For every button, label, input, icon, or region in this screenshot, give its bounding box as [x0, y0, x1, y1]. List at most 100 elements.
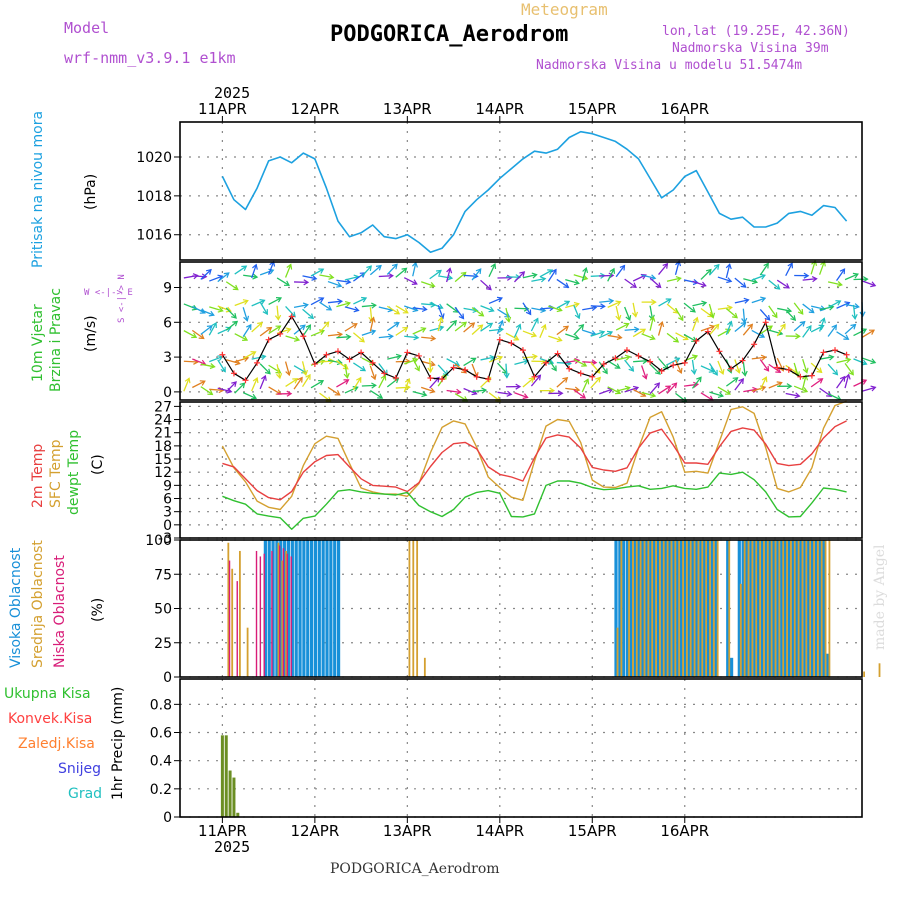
wind-arrow: [700, 325, 715, 332]
wind-arrowhead: [412, 357, 419, 364]
wind-arrow: [674, 307, 684, 321]
wind-arrow: [522, 302, 532, 315]
wind-arrow: [861, 357, 876, 364]
panel-frame: [179, 539, 863, 678]
wind-arrow: [522, 274, 537, 279]
high-cloud-bar: [710, 540, 714, 677]
wind-arrow: [607, 360, 621, 369]
wind-arrowhead: [691, 354, 699, 361]
wind-arrowhead: [437, 316, 444, 323]
mid-cloud-bar: [751, 540, 754, 677]
wind-arrowhead: [676, 367, 683, 374]
day-label-bottom: 16APR: [660, 822, 709, 840]
wind-arrow: [836, 268, 846, 282]
wind-arrowhead: [732, 377, 739, 383]
high-cloud-bar: [321, 540, 325, 677]
wind-arrow: [802, 303, 815, 314]
wind-arrow: [395, 305, 409, 314]
wind-arrow: [658, 357, 669, 370]
y-tick-label: 100: [145, 533, 172, 549]
mid-cloud-bar: [620, 540, 623, 677]
mid-cloud-bar: [412, 540, 415, 677]
wind-arrow: [285, 305, 296, 318]
wind-arrow: [429, 357, 432, 373]
wind-arrowhead: [808, 307, 815, 314]
model-elevation-text: Nadmorska Visina u modelu 51.5474m: [536, 58, 803, 73]
wind-arrowhead: [802, 387, 809, 393]
mid-cloud-bar: [782, 540, 785, 677]
wind-arrowhead: [741, 317, 748, 324]
wind-gust-marker: [612, 355, 619, 362]
bottom-station: PODGORICA_Aerodrom: [330, 861, 500, 877]
wind-arrowhead: [478, 310, 485, 317]
y-tick-label: 0.8: [150, 697, 172, 713]
wind-arrowhead: [786, 383, 793, 390]
precip-axis-label: 1hr Precip (mm): [110, 686, 126, 800]
wind-arrow: [412, 390, 427, 396]
wind-gust-marker: [311, 361, 318, 368]
wind-arrow: [853, 379, 867, 387]
wind-arrowhead: [771, 312, 778, 319]
wind-arrowhead: [252, 377, 259, 384]
wind-arrow: [717, 386, 731, 395]
wind-gust-marker: [577, 370, 584, 377]
high-cloud-bar: [298, 540, 302, 677]
high-cloud-bar: [668, 540, 672, 677]
wind-gust-marker: [832, 347, 839, 354]
wind-gust-marker: [254, 359, 261, 366]
wind-arrowhead: [421, 305, 428, 313]
wind-arrowhead: [211, 321, 217, 329]
wind-arrowhead: [297, 376, 303, 383]
wind-gust-marker: [300, 333, 307, 340]
wind-arrow: [861, 280, 876, 287]
wind-arrow: [268, 261, 275, 275]
mid-cloud-bar: [801, 540, 804, 677]
wind-arrow: [378, 275, 393, 278]
wind-arrowhead: [649, 315, 656, 322]
high-cloud-bar: [275, 540, 279, 677]
wind-arrowhead: [818, 324, 825, 331]
wind-arrow: [657, 321, 663, 336]
wind-arrow: [836, 376, 846, 389]
wind-arrowhead: [345, 333, 352, 341]
wind-arrowhead: [246, 323, 252, 330]
temp-unit: (C): [90, 454, 106, 475]
high-cloud-bar: [791, 540, 795, 677]
wind-arrow: [437, 304, 444, 319]
wind-arrow: [242, 324, 252, 337]
wind-arrow: [369, 365, 376, 380]
high-cloud-bar: [799, 540, 803, 677]
wind-gust-marker: [427, 374, 434, 381]
wind-gust-marker: [508, 340, 515, 347]
wind-arrowhead: [573, 334, 580, 341]
wind-arrow: [327, 280, 342, 287]
wind-arrow: [700, 392, 714, 401]
wind-arrow: [616, 356, 630, 361]
high-cloud-bar: [795, 540, 799, 677]
wind-arrow: [226, 359, 240, 365]
y-tick-label: 0.6: [150, 726, 172, 742]
wind-arrow: [404, 305, 418, 312]
mid-cloud-bar: [743, 540, 746, 677]
panel-frame: [179, 678, 863, 818]
wind-arrowhead: [447, 274, 454, 281]
mid-cloud-bar: [662, 540, 665, 677]
wind-arrow: [310, 297, 324, 306]
station-title: PODGORICA_Aerodrom: [330, 22, 569, 47]
wind-arrowhead: [650, 392, 657, 398]
wind-arrow: [319, 274, 334, 279]
wind-arrowhead: [207, 389, 214, 396]
wind-arrowhead: [232, 320, 239, 327]
wind-arrow: [759, 325, 773, 335]
wind-arrowhead: [429, 282, 436, 288]
wind-arrow: [658, 385, 671, 395]
high-cloud-bar: [614, 540, 618, 677]
wind-arrowhead: [208, 310, 215, 317]
high-cloud-bar: [822, 540, 826, 677]
wind-arrow: [700, 365, 714, 373]
t2m-temp-line: [222, 420, 847, 501]
wind-arrow: [386, 377, 399, 388]
wind-arrow: [209, 306, 223, 312]
wind-arrowhead: [469, 322, 476, 328]
high-cloud-bar: [729, 657, 734, 677]
